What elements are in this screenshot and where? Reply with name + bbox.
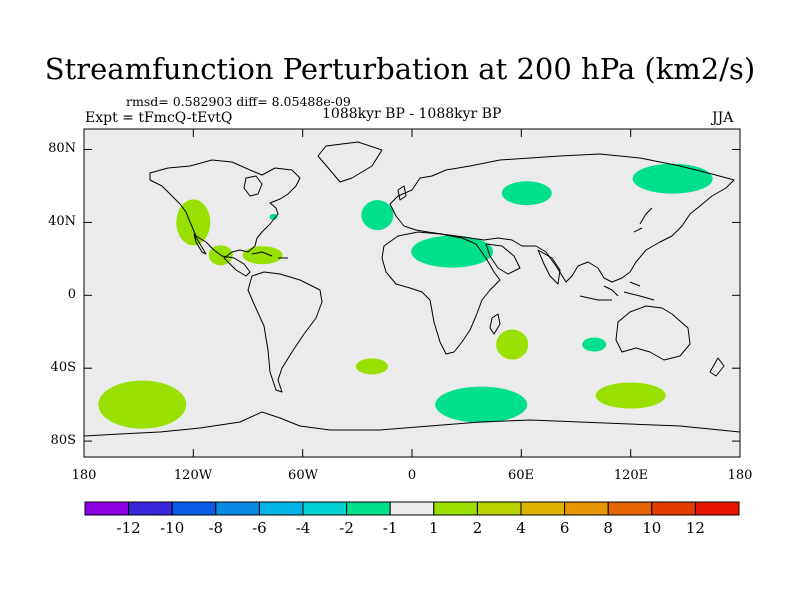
colorbar-label: 6 <box>559 519 570 537</box>
colorbar-label: 1 <box>429 519 439 537</box>
plot-title: Streamfunction Perturbation at 200 hPa (… <box>44 52 756 86</box>
colorbar-box <box>694 501 740 516</box>
anomaly-patch-us-east-small <box>269 213 278 220</box>
coastline-baja <box>193 233 207 255</box>
experiment-label: Expt = tFmcQ-tEvtQ <box>85 110 233 126</box>
anomaly-patch-gulf <box>242 246 283 265</box>
colorbar-box <box>128 501 173 516</box>
lon-label-0: 0 <box>407 468 417 483</box>
colorbar-box <box>564 501 609 516</box>
anomaly-patch-southern-ocean-africa <box>435 386 528 423</box>
colorbar-box <box>258 501 304 516</box>
coastline-antarctica <box>84 411 740 437</box>
colorbar-label: -10 <box>160 519 185 537</box>
coastline-australia <box>615 305 691 361</box>
anomaly-patch-siberia-east <box>632 163 713 194</box>
colorbar-label: 8 <box>603 519 613 537</box>
coastline-indonesia <box>579 281 655 301</box>
colorbar-label: -1 <box>382 519 398 537</box>
lon-label-60e: 60E <box>507 468 535 483</box>
colorbar-label: -6 <box>252 519 267 537</box>
colorbar-box <box>433 501 478 516</box>
coastline-japan <box>633 207 653 233</box>
lon-label-180e: 180 <box>727 468 753 483</box>
coastline-new-zealand <box>709 357 725 377</box>
season-label: JJA <box>712 110 734 126</box>
colorbar-label: -8 <box>208 519 224 537</box>
stats-text: rmsd= 0.582903 diff= 8.05488e-09 <box>126 94 351 109</box>
anomaly-patch-indian-ocean <box>582 337 607 352</box>
colorbar-box <box>607 501 653 516</box>
coastline-africa <box>381 231 501 355</box>
colorbar-box <box>84 501 130 516</box>
lon-label-120e: 120E <box>613 468 649 483</box>
lat-label-0: 0 <box>67 287 76 302</box>
coastline-arabia <box>485 243 521 275</box>
coastline-greenland <box>317 141 383 183</box>
colorbar-box <box>171 501 217 516</box>
colorbar-label: 4 <box>516 519 526 537</box>
anomaly-patch-north-atlantic <box>361 200 394 231</box>
coastline-british-isles <box>397 185 407 201</box>
lat-label-80s: 80S <box>50 433 76 448</box>
colorbar-label: -2 <box>339 519 354 537</box>
colorbar-box <box>389 501 435 516</box>
anomaly-patch-sahara <box>411 235 494 268</box>
colorbar-box <box>302 501 348 516</box>
lon-label-180w: 180 <box>71 468 97 483</box>
coastline-india <box>537 249 561 285</box>
colorbar-box <box>346 501 391 516</box>
colorbar-label: 12 <box>685 519 705 537</box>
coastline-eurasia <box>389 153 735 283</box>
colorbar-label: 2 <box>472 519 483 537</box>
coastline-hudson-bay <box>243 175 263 197</box>
colorbar-box <box>476 501 522 516</box>
axis-ticks <box>83 129 741 457</box>
colorbar-label: -4 <box>295 519 311 537</box>
colorbar <box>84 501 740 516</box>
lat-label-40s: 40S <box>50 360 76 375</box>
coastline-north-america <box>149 159 301 277</box>
colorbar-label: 10 <box>642 519 662 537</box>
anomaly-patch-madagascar-east <box>496 329 529 360</box>
lat-label-80n: 80N <box>48 141 76 156</box>
period-label: 1088kyr BP - 1088kyr BP <box>322 106 502 122</box>
coastline-caribbean <box>251 251 288 259</box>
colorbar-box <box>651 501 696 516</box>
coastline-madagascar <box>489 313 501 335</box>
anomaly-patch-russia-west <box>501 181 552 206</box>
lat-label-40n: 40N <box>48 214 76 229</box>
lon-label-60w: 60W <box>288 468 318 483</box>
lon-label-120w: 120W <box>173 468 213 483</box>
colorbar-box <box>520 501 566 516</box>
anomaly-patch-south-atlantic <box>355 358 388 375</box>
coastline-south-america <box>247 271 323 393</box>
colorbar-box <box>215 501 260 516</box>
anomaly-patch-southern-ocean-australia <box>595 382 666 409</box>
anomaly-patch-south-pacific <box>98 380 187 429</box>
coastlines <box>84 141 740 437</box>
colorbar-label: -12 <box>116 519 141 537</box>
